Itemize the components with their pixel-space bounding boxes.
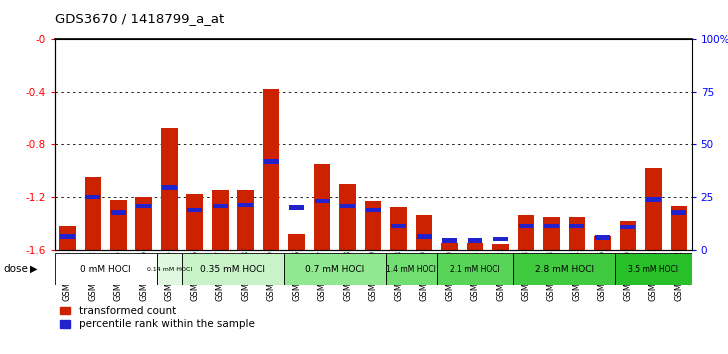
Text: 0.35 mM HOCl: 0.35 mM HOCl	[200, 264, 266, 274]
Bar	[437, 253, 513, 285]
Bar	[467, 243, 483, 250]
Bar	[55, 253, 157, 285]
Bar	[620, 221, 636, 250]
Bar	[182, 253, 284, 285]
Bar	[569, 217, 585, 250]
Text: ▶: ▶	[30, 264, 37, 274]
Bar	[288, 234, 305, 250]
Bar	[59, 226, 76, 250]
Bar	[467, 238, 483, 242]
Text: 0 mM HOCl: 0 mM HOCl	[80, 264, 131, 274]
Bar	[390, 207, 407, 250]
Bar	[620, 225, 636, 229]
Bar	[110, 200, 127, 250]
Bar	[213, 204, 228, 209]
Bar	[493, 237, 508, 241]
Bar	[416, 234, 432, 239]
Bar	[646, 197, 661, 202]
Bar	[161, 129, 178, 250]
Bar	[340, 204, 355, 209]
Bar	[237, 190, 254, 250]
Bar	[441, 243, 458, 250]
Bar	[289, 205, 304, 210]
Text: 0.7 mM HOCl: 0.7 mM HOCl	[305, 264, 365, 274]
Bar	[186, 194, 203, 250]
Bar	[314, 164, 331, 250]
Bar	[284, 253, 386, 285]
Bar	[365, 208, 381, 212]
Bar	[543, 217, 560, 250]
Bar	[136, 204, 151, 209]
Bar	[85, 195, 100, 199]
Bar	[212, 190, 229, 250]
Text: 2.8 mM HOCl: 2.8 mM HOCl	[534, 264, 594, 274]
Text: dose: dose	[4, 264, 28, 274]
Bar	[615, 253, 692, 285]
Bar	[442, 238, 457, 242]
Bar	[84, 177, 101, 250]
Bar	[162, 185, 177, 190]
Bar	[513, 253, 615, 285]
Bar	[594, 236, 611, 250]
Text: 3.5 mM HOCl: 3.5 mM HOCl	[628, 264, 678, 274]
Bar	[391, 224, 406, 228]
Bar	[671, 210, 687, 215]
Bar	[365, 201, 381, 250]
Bar	[187, 208, 202, 212]
Bar	[339, 184, 356, 250]
Bar	[111, 210, 126, 215]
Bar	[518, 215, 534, 250]
Bar	[492, 244, 509, 250]
Bar	[263, 89, 280, 250]
Bar	[264, 159, 279, 164]
Bar	[670, 206, 687, 250]
Bar	[157, 253, 182, 285]
Text: GDS3670 / 1418799_a_at: GDS3670 / 1418799_a_at	[55, 12, 223, 25]
Text: 2.1 mM HOCl: 2.1 mM HOCl	[450, 264, 500, 274]
Legend: transformed count, percentile rank within the sample: transformed count, percentile rank withi…	[60, 306, 254, 329]
Bar	[569, 224, 585, 228]
Text: 1.4 mM HOCl: 1.4 mM HOCl	[387, 264, 436, 274]
Bar	[645, 168, 662, 250]
Bar	[60, 234, 75, 239]
Bar	[416, 215, 432, 250]
Bar	[314, 199, 330, 203]
Bar	[544, 224, 559, 228]
Bar	[386, 253, 437, 285]
Bar	[238, 202, 253, 207]
Bar	[135, 197, 152, 250]
Bar	[595, 235, 610, 240]
Bar	[518, 224, 534, 228]
Text: 0.14 mM HOCl: 0.14 mM HOCl	[147, 267, 191, 272]
